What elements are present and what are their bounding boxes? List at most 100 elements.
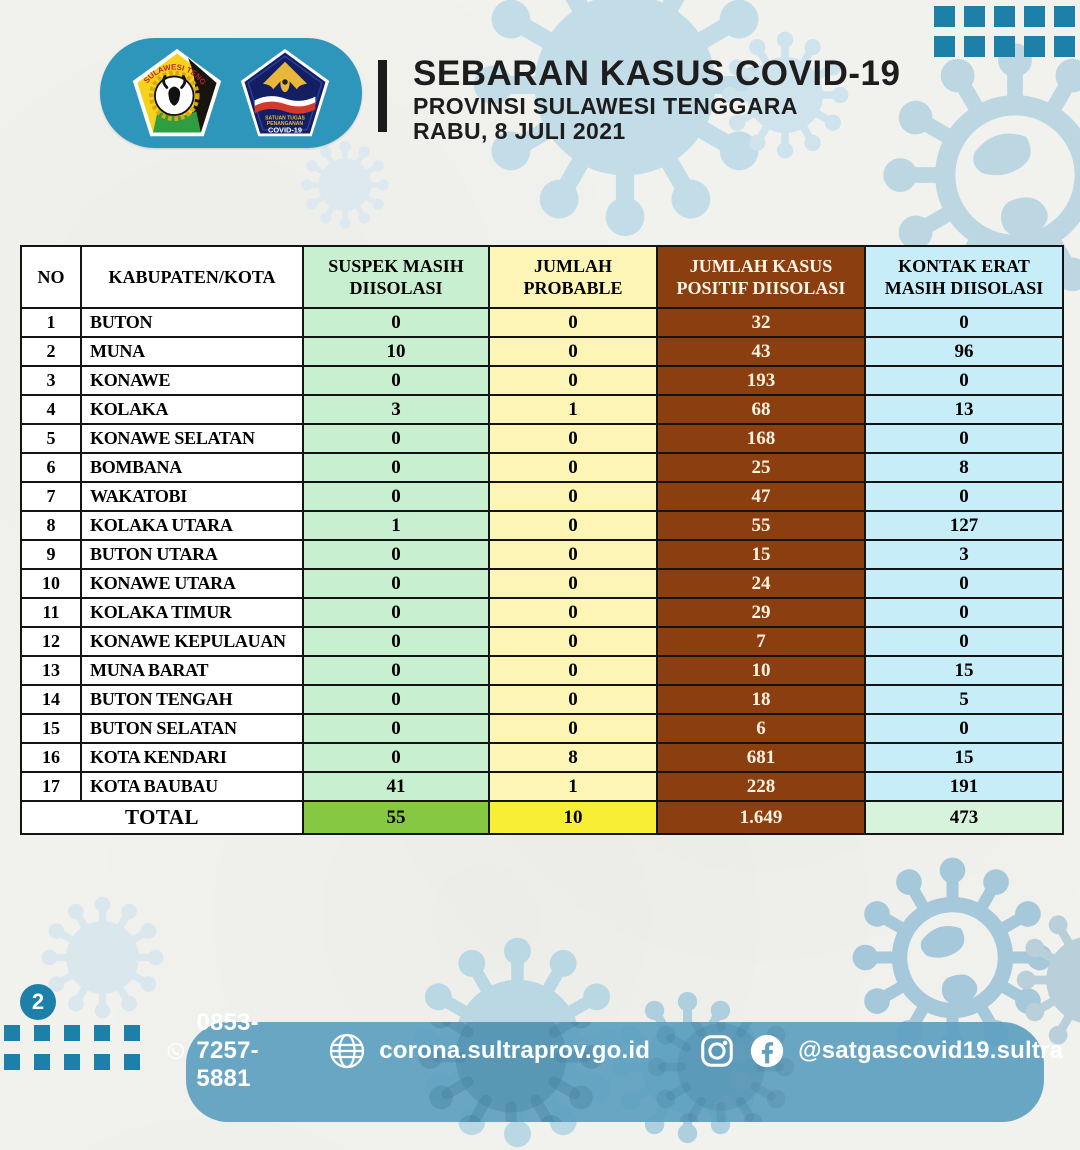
cell-kabupaten-kota: KOLAKA UTARA — [80, 510, 304, 541]
cell-kontak: 13 — [864, 394, 1064, 425]
cell-positif: 24 — [656, 568, 866, 599]
cell-positif: 681 — [656, 742, 866, 773]
cell-positif: 15 — [656, 539, 866, 570]
page-number: 2 — [31, 989, 45, 1014]
cell-kontak: 0 — [864, 597, 1064, 628]
decorative-square — [34, 1054, 50, 1070]
cell-kabupaten-kota: BUTON — [80, 307, 304, 338]
cell-no: 5 — [20, 423, 82, 454]
cell-probable: 0 — [488, 481, 658, 512]
cell-suspek: 0 — [302, 423, 490, 454]
table-row: 3 KONAWE 0 0 193 0 — [20, 365, 1064, 396]
cell-probable: 0 — [488, 423, 658, 454]
column-header-suspek: SUSPEK MASIH DIISOLASI — [302, 245, 490, 309]
cell-kontak: 0 — [864, 713, 1064, 744]
cell-suspek: 0 — [302, 452, 490, 483]
cell-kontak: 3 — [864, 539, 1064, 570]
globe-icon — [330, 1033, 365, 1069]
cell-positif: 168 — [656, 423, 866, 454]
decorative-square — [934, 36, 955, 57]
cell-positif: 193 — [656, 365, 866, 396]
page-number-badge: 2 — [20, 984, 56, 1020]
virus-decoration — [300, 140, 390, 230]
table-row: 8 KOLAKA UTARA 1 0 55 127 — [20, 510, 1064, 541]
decorative-square — [4, 1054, 20, 1070]
phone-number: 0853-7257-5881 — [196, 1009, 259, 1092]
decorative-square — [4, 1025, 20, 1041]
total-label: TOTAL — [20, 800, 304, 835]
cell-probable: 1 — [488, 394, 658, 425]
cell-positif: 43 — [656, 336, 866, 367]
cell-suspek: 0 — [302, 597, 490, 628]
cell-suspek: 1 — [302, 510, 490, 541]
decorative-square — [64, 1025, 80, 1041]
cell-kabupaten-kota: KONAWE — [80, 365, 304, 396]
cell-no: 4 — [20, 394, 82, 425]
phone-icon — [167, 1042, 184, 1060]
cell-kabupaten-kota: KOTA BAUBAU — [80, 771, 304, 802]
cell-no: 17 — [20, 771, 82, 802]
cell-probable: 0 — [488, 336, 658, 367]
cell-kabupaten-kota: BUTON UTARA — [80, 539, 304, 570]
decorative-square — [964, 36, 985, 57]
column-header-probable: JUMLAH PROBABLE — [488, 245, 658, 309]
cell-probable: 0 — [488, 510, 658, 541]
footer-content: 0853-7257-5881 corona.sultraprov.go.id @… — [167, 1009, 1063, 1092]
decorative-square — [1024, 36, 1045, 57]
cell-probable: 0 — [488, 452, 658, 483]
social-handle: @satgascovid19.sultra — [798, 1037, 1064, 1064]
cell-kontak: 0 — [864, 568, 1064, 599]
decorative-square — [94, 1025, 110, 1041]
cell-positif: 55 — [656, 510, 866, 541]
cell-no: 9 — [20, 539, 82, 570]
cell-probable: 0 — [488, 655, 658, 686]
cell-kabupaten-kota: MUNA — [80, 336, 304, 367]
cell-positif: 18 — [656, 684, 866, 715]
cell-probable: 0 — [488, 307, 658, 338]
decorative-square — [124, 1025, 140, 1041]
cell-no: 15 — [20, 713, 82, 744]
table-row: 14 BUTON TENGAH 0 0 18 5 — [20, 684, 1064, 715]
cell-kontak: 0 — [864, 481, 1064, 512]
decorative-square — [994, 36, 1015, 57]
table-row: 11 KOLAKA TIMUR 0 0 29 0 — [20, 597, 1064, 628]
cell-no: 12 — [20, 626, 82, 657]
decorative-square — [64, 1054, 80, 1070]
cell-kontak: 8 — [864, 452, 1064, 483]
cell-suspek: 41 — [302, 771, 490, 802]
cell-probable: 0 — [488, 684, 658, 715]
table-header: NO KABUPATEN/KOTA SUSPEK MASIH DIISOLASI… — [20, 245, 1064, 309]
cell-no: 11 — [20, 597, 82, 628]
cell-no: 16 — [20, 742, 82, 773]
decorative-square — [124, 1054, 140, 1070]
table-total-row: TOTAL 55 10 1.649 473 — [20, 800, 1064, 835]
header-title-block: SEBARAN KASUS COVID-19 PROVINSI SULAWESI… — [413, 54, 900, 144]
cell-kabupaten-kota: BUTON TENGAH — [80, 684, 304, 715]
cell-probable: 0 — [488, 713, 658, 744]
cell-kabupaten-kota: BOMBANA — [80, 452, 304, 483]
cell-kontak: 96 — [864, 336, 1064, 367]
table-row: 4 KOLAKA 3 1 68 13 — [20, 394, 1064, 425]
table-row: 6 BOMBANA 0 0 25 8 — [20, 452, 1064, 483]
cell-kontak: 15 — [864, 742, 1064, 773]
page-subtitle: PROVINSI SULAWESI TENGGARA — [413, 93, 798, 119]
cell-kontak: 127 — [864, 510, 1064, 541]
report-date: RABU, 8 JULI 2021 — [413, 118, 626, 144]
cell-positif: 228 — [656, 771, 866, 802]
cell-kontak: 5 — [864, 684, 1064, 715]
cell-suspek: 0 — [302, 742, 490, 773]
cell-kontak: 0 — [864, 626, 1064, 657]
cell-probable: 0 — [488, 626, 658, 657]
table-row: 10 KONAWE UTARA 0 0 24 0 — [20, 568, 1064, 599]
table-row: 1 BUTON 0 0 32 0 — [20, 307, 1064, 338]
decorative-square — [934, 6, 955, 27]
cell-positif: 10 — [656, 655, 866, 686]
cell-suspek: 0 — [302, 655, 490, 686]
covid-cases-table: NO KABUPATEN/KOTA SUSPEK MASIH DIISOLASI… — [20, 245, 1064, 835]
page-title: SEBARAN KASUS COVID-19 — [413, 54, 901, 93]
cell-positif: 29 — [656, 597, 866, 628]
title-divider-bar — [378, 60, 387, 132]
website-contact: corona.sultraprov.go.id — [327, 1031, 650, 1071]
cell-suspek: 3 — [302, 394, 490, 425]
table-row: 5 KONAWE SELATAN 0 0 168 0 — [20, 423, 1064, 454]
